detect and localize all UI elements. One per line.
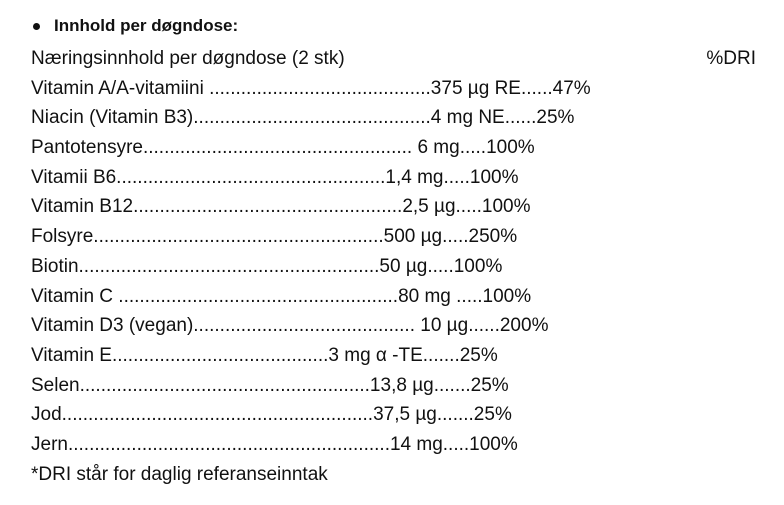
nutrient-row: Vitamin B12.............................… bbox=[31, 196, 531, 218]
bullet-icon bbox=[33, 22, 40, 30]
nutrient-row: Vitamin E...............................… bbox=[31, 344, 498, 366]
nutrient-row: Vitamin D3 (vegan)......................… bbox=[31, 315, 549, 337]
nutrient-rows: Vitamin A/A-vitamiini ..................… bbox=[31, 74, 756, 460]
nutrient-table: Næringsinnhold per døgndose (2 stk) %DRI… bbox=[31, 44, 756, 489]
nutrient-row: Vitamin C ..............................… bbox=[31, 285, 532, 307]
nutrient-row: Biotin..................................… bbox=[31, 255, 503, 277]
table-header: Næringsinnhold per døgndose (2 stk) %DRI bbox=[31, 44, 756, 74]
nutrient-row: Vitamin A/A-vitamiini ..................… bbox=[31, 77, 591, 99]
header-label: Næringsinnhold per døgndose (2 stk) bbox=[31, 48, 345, 69]
nutrient-row: Vitamii B6..............................… bbox=[31, 166, 519, 188]
nutrient-row: Selen...................................… bbox=[31, 374, 509, 396]
section-heading: Innhold per døgndose: bbox=[33, 12, 238, 40]
heading-text: Innhold per døgndose: bbox=[54, 16, 239, 35]
nutrient-row: Jod.....................................… bbox=[31, 404, 512, 426]
footnote: *DRI står for daglig referanseinntak bbox=[31, 463, 328, 485]
nutrient-row: Jern....................................… bbox=[31, 433, 518, 455]
nutrient-row: Niacin (Vitamin B3).....................… bbox=[31, 107, 575, 129]
nutrient-row: Pantotensyre............................… bbox=[31, 137, 535, 159]
nutrient-row: Folsyre.................................… bbox=[31, 226, 518, 248]
header-dri: %DRI bbox=[706, 48, 756, 69]
